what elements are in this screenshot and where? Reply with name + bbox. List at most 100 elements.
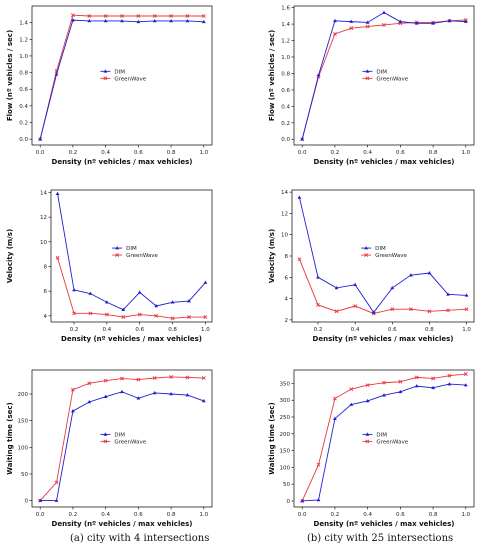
data-point-dim [349, 19, 354, 23]
y-axis-label: Velocity (m/s) [268, 229, 276, 283]
data-point-dim [447, 18, 452, 23]
y-axis-label: Waiting time (sec) [268, 402, 276, 474]
data-point-dim [333, 18, 337, 23]
x-tick-label: 0.6 [135, 327, 144, 333]
y-tick-label: 4 [44, 314, 48, 320]
y-tick-label: 6 [44, 289, 48, 295]
data-point-dim [103, 394, 108, 398]
data-point-greenwave [72, 311, 76, 316]
data-point-greenwave [464, 307, 469, 312]
y-tick-label: 8 [44, 264, 48, 270]
data-point-greenwave [88, 311, 93, 316]
x-tick-label: 0.2 [69, 150, 78, 156]
x-tick-label: 0.0 [36, 512, 45, 518]
data-point-greenwave [185, 375, 190, 380]
data-point-greenwave [349, 387, 354, 392]
legend-label-dim: DIM [376, 432, 387, 438]
data-point-dim [464, 293, 469, 297]
y-tick-label: 10 [281, 233, 288, 239]
y-tick-label: 0.4 [19, 104, 28, 110]
data-point-dim [152, 18, 157, 23]
chart-flow-25: 0.0 0.2 0.4 0.6 0.8 1.0 0.0 0.2 0.4 0.6 0.8 1.0 1.2 1… [268, 6, 475, 166]
caption-b: (b) city with 25 intersections [307, 533, 454, 544]
x-axis-label: Density (nº vehicles / max vehicles) [52, 158, 193, 166]
data-point-greenwave [103, 378, 108, 383]
data-point-dim [408, 273, 413, 277]
data-point-dim [463, 383, 468, 387]
y-tick-label: 0.2 [281, 121, 290, 127]
legend-label-greenwave: GreenWave [375, 253, 407, 259]
x-tick-label: 0.4 [102, 327, 111, 333]
y-tick-label: 350 [280, 381, 291, 387]
data-point-greenwave [136, 14, 141, 18]
y-tick-label: 250 [280, 415, 291, 421]
data-point-dim [185, 18, 190, 23]
y-tick-label: 0 [25, 499, 29, 505]
data-point-dim [87, 399, 92, 404]
x-tick-label: 0.0 [298, 512, 307, 518]
y-tick-label: 100 [280, 465, 291, 471]
data-point-dim [170, 300, 175, 304]
y-tick-label: 50 [21, 472, 28, 478]
legend-label-greenwave: GreenWave [114, 439, 146, 445]
series-line-dim [40, 391, 204, 502]
data-point-greenwave [121, 315, 126, 319]
caption-a: (a) city with 4 intersections [70, 533, 210, 544]
data-point-greenwave [70, 13, 75, 18]
data-point-dim [185, 393, 190, 397]
y-tick-label: 4 [285, 297, 289, 303]
x-tick-label: 0.2 [314, 327, 323, 333]
chart-flow-4: 0.0 0.2 0.4 0.6 0.8 1.0 0.0 0.2 0.4 0.6 0.8 1.0 1.2 1… [6, 5, 213, 166]
data-point-dim [154, 303, 159, 308]
data-point-dim [121, 307, 126, 311]
figure: 0.0 0.2 0.4 0.6 0.8 1.0 0.0 0.2 0.4 0.6 0.8 1.0 1.2 1… [6, 5, 475, 528]
data-point-dim [316, 497, 321, 502]
data-point-dim [333, 416, 337, 420]
y-tick-label: 1.2 [19, 37, 28, 43]
data-point-greenwave [297, 257, 302, 262]
data-point-dim [152, 390, 157, 395]
data-point-greenwave [365, 383, 370, 388]
y-tick-label: 0.6 [281, 88, 290, 94]
data-point-dim [431, 385, 435, 390]
data-point-dim [201, 19, 206, 24]
y-tick-label: 150 [280, 449, 291, 455]
data-point-greenwave [382, 22, 386, 27]
x-tick-label: 1.0 [199, 150, 208, 156]
y-tick-label: 50 [283, 482, 290, 488]
data-point-greenwave [137, 312, 142, 317]
data-point-greenwave [316, 462, 321, 467]
x-tick-label: 0.4 [363, 512, 372, 518]
x-tick-label: 0.4 [101, 512, 110, 518]
y-tick-label: 6 [285, 275, 289, 281]
x-axis-label: Density (nº vehicles / max vehicles) [314, 158, 455, 166]
data-point-dim [71, 409, 75, 413]
x-tick-label: 1.0 [199, 512, 208, 518]
legend-marker-dim [365, 432, 370, 436]
data-point-greenwave [201, 14, 206, 18]
y-tick-label: 1.4 [281, 22, 290, 28]
data-point-greenwave [201, 376, 206, 380]
x-tick-label: 1.0 [462, 327, 471, 333]
data-point-dim [169, 391, 173, 396]
legend-marker-greenwave [365, 76, 370, 81]
data-point-dim [371, 310, 376, 314]
y-tick-label: 0.8 [19, 71, 28, 77]
data-point-dim [187, 299, 191, 303]
data-point-dim [103, 18, 108, 23]
data-point-dim [334, 285, 339, 290]
data-point-greenwave [353, 304, 358, 308]
y-tick-label: 12 [281, 211, 288, 217]
data-point-greenwave [334, 309, 339, 314]
data-point-dim [382, 393, 386, 397]
x-tick-label: 0.8 [168, 327, 177, 333]
data-point-dim [398, 389, 403, 394]
data-point-dim [414, 384, 419, 388]
data-point-dim [38, 498, 43, 502]
x-axis-label: Density (nº vehicles / max vehicles) [314, 520, 455, 528]
data-point-dim [398, 19, 403, 23]
data-point-greenwave [87, 381, 92, 386]
data-point-dim [87, 18, 92, 23]
data-point-dim [297, 195, 302, 199]
data-point-dim [72, 287, 76, 292]
